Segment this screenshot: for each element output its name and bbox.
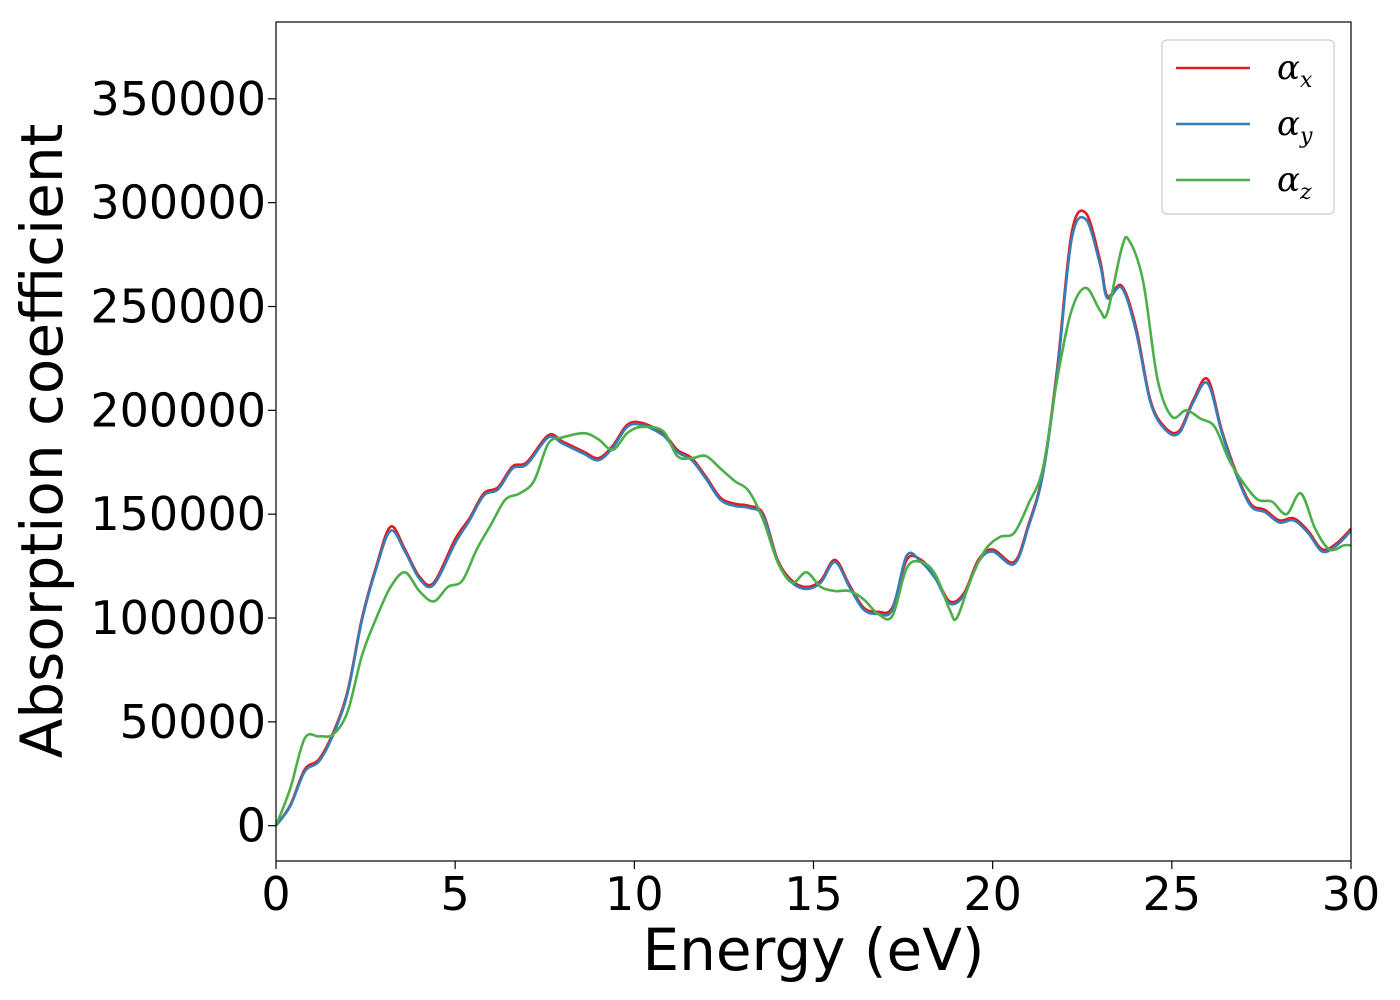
- legend-box: [1161, 39, 1335, 215]
- y-tick-label: 100000: [90, 591, 266, 645]
- y-tick-label: 350000: [90, 72, 266, 126]
- legend-label-subscript: y: [1299, 124, 1313, 149]
- series-line-z: [274, 235, 1352, 827]
- legend-label-z: αz: [1277, 160, 1312, 205]
- series-line-x: [274, 209, 1352, 827]
- x-tick-label: 30: [1322, 867, 1381, 921]
- y-tick-label: 300000: [90, 176, 266, 230]
- legend-label-subscript: x: [1300, 68, 1313, 93]
- legend-label-subscript: z: [1299, 180, 1312, 205]
- y-axis: 0 50000 100000 150000 200000 250000 300000 3500…: [90, 72, 276, 853]
- y-tick-label: 200000: [90, 383, 266, 437]
- y-tick-label: 50000: [120, 695, 266, 749]
- y-tick-label: 0: [237, 799, 266, 853]
- x-tick-label: 10: [605, 867, 664, 921]
- x-axis: 0 5 10 15 20 25 30: [261, 861, 1380, 921]
- x-tick-label: 20: [963, 867, 1022, 921]
- y-axis-title: Absorption coefficient: [8, 124, 76, 759]
- series-layer: [274, 209, 1352, 827]
- legend-label-y: αy: [1277, 104, 1313, 149]
- x-tick-label: 15: [784, 867, 843, 921]
- y-tick-label: 250000: [90, 280, 266, 334]
- x-tick-label: 25: [1143, 867, 1202, 921]
- series-line-y: [274, 215, 1352, 827]
- legend-label-symbol: α: [1277, 104, 1300, 144]
- x-axis-title: Energy (eV): [642, 916, 984, 984]
- legend-label-symbol: α: [1277, 160, 1300, 200]
- legend-label-x: αx: [1277, 48, 1313, 93]
- legend-label-symbol: α: [1277, 48, 1300, 88]
- y-tick-label: 150000: [90, 487, 266, 541]
- x-tick-label: 0: [261, 867, 290, 921]
- x-tick-label: 5: [441, 867, 470, 921]
